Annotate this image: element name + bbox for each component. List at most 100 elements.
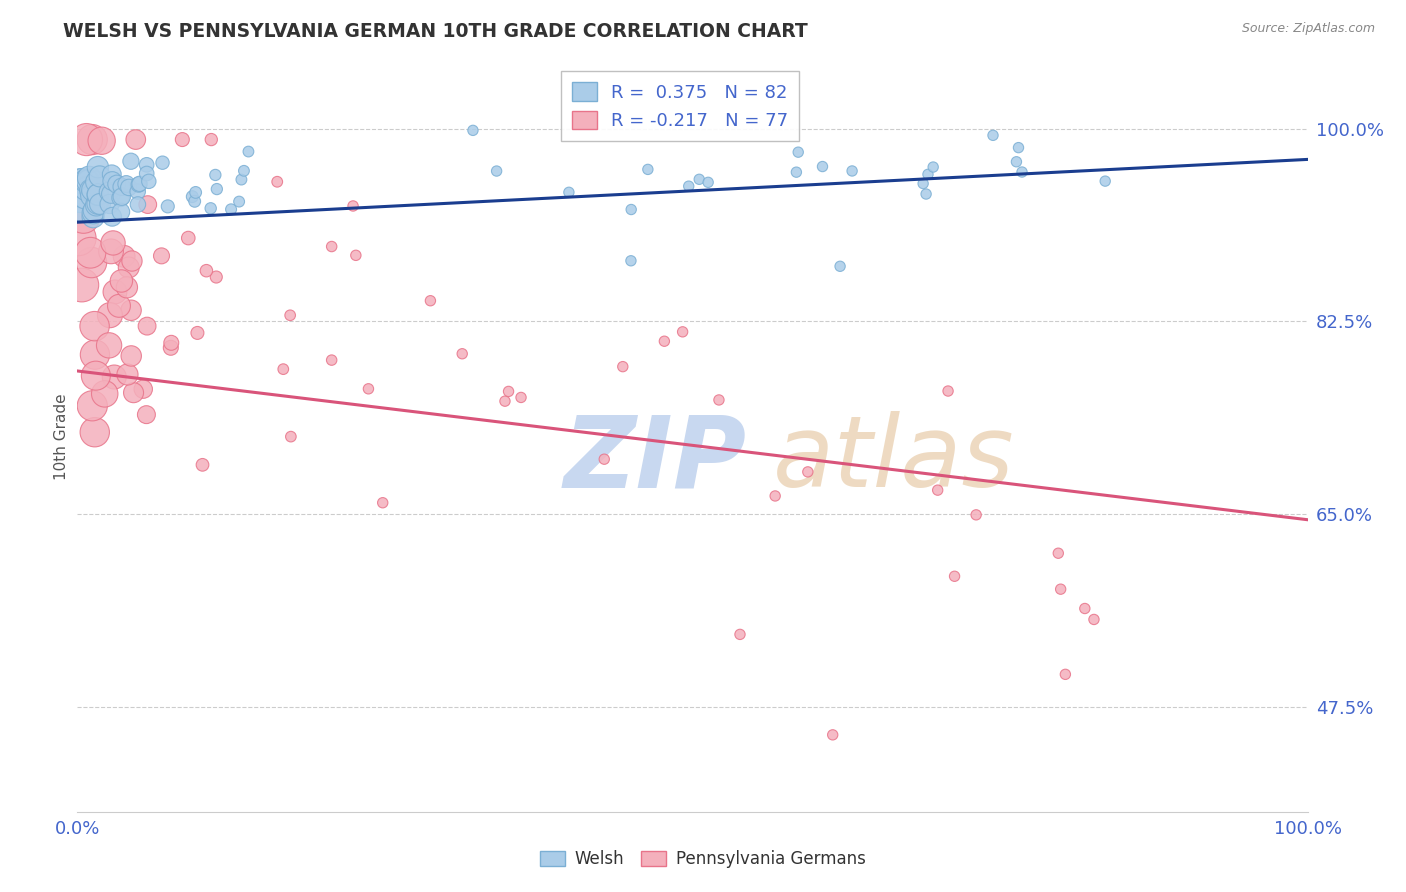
Point: [86, 175, 108, 189]
Point: [104, 285, 127, 299]
Point: [84, 368, 107, 383]
Point: [77, 170, 100, 185]
Point: [785, 165, 807, 179]
Point: [110, 274, 132, 288]
Point: [136, 197, 159, 211]
Point: [943, 569, 966, 583]
Point: [841, 164, 863, 178]
Point: [1083, 612, 1105, 626]
Point: [110, 205, 132, 219]
Point: [231, 172, 253, 186]
Point: [101, 167, 124, 181]
Point: [1007, 140, 1029, 154]
Point: [135, 166, 157, 180]
Point: [219, 202, 242, 217]
Point: [191, 458, 214, 472]
Point: [70, 202, 93, 216]
Point: [1054, 667, 1077, 681]
Point: [100, 186, 122, 201]
Point: [120, 303, 142, 318]
Point: [183, 194, 205, 209]
Point: [1094, 174, 1116, 188]
Point: [98, 308, 121, 322]
Point: [98, 338, 121, 352]
Point: [76, 132, 98, 146]
Point: [136, 319, 159, 334]
Point: [150, 249, 173, 263]
Point: [115, 280, 138, 294]
Point: [93, 387, 115, 401]
Point: [152, 155, 174, 169]
Point: [90, 134, 112, 148]
Point: [80, 255, 103, 269]
Point: [200, 132, 222, 146]
Point: [936, 384, 959, 398]
Point: [112, 249, 135, 263]
Point: [266, 175, 288, 189]
Point: [67, 231, 90, 245]
Point: [105, 177, 128, 191]
Point: [128, 177, 150, 191]
Point: [1074, 601, 1097, 615]
Legend: Welsh, Pennsylvania Germans: Welsh, Pennsylvania Germans: [533, 844, 873, 875]
Legend: R =  0.375   N = 82, R = -0.217   N = 77: R = 0.375 N = 82, R = -0.217 N = 77: [561, 71, 800, 141]
Point: [917, 167, 939, 181]
Point: [98, 197, 121, 211]
Point: [70, 188, 93, 202]
Point: [70, 188, 93, 202]
Point: [82, 205, 104, 219]
Point: [69, 175, 91, 189]
Point: [357, 382, 380, 396]
Point: [612, 359, 634, 374]
Point: [707, 392, 730, 407]
Point: [321, 239, 343, 253]
Point: [981, 128, 1004, 143]
Point: [82, 183, 104, 197]
Point: [763, 489, 786, 503]
Point: [70, 174, 93, 188]
Point: [75, 182, 97, 196]
Point: [122, 385, 145, 400]
Point: [97, 185, 120, 199]
Point: [82, 132, 104, 146]
Point: [271, 362, 294, 376]
Point: [118, 180, 141, 194]
Point: [485, 164, 508, 178]
Point: [83, 203, 105, 218]
Point: [101, 210, 124, 224]
Point: [228, 194, 250, 209]
Point: [181, 189, 204, 203]
Point: [195, 263, 218, 277]
Point: [321, 353, 343, 368]
Point: [108, 299, 131, 313]
Point: [811, 160, 834, 174]
Point: [654, 334, 676, 349]
Point: [120, 349, 142, 363]
Point: [637, 162, 659, 177]
Point: [344, 248, 367, 262]
Point: [87, 187, 110, 202]
Point: [278, 308, 301, 322]
Point: [697, 175, 720, 189]
Point: [127, 185, 149, 199]
Point: [419, 293, 441, 308]
Point: [101, 235, 124, 250]
Point: [118, 260, 141, 275]
Point: [200, 202, 222, 216]
Point: [821, 728, 844, 742]
Point: [82, 210, 104, 224]
Point: [80, 183, 103, 197]
Point: [77, 174, 100, 188]
Point: [233, 164, 256, 178]
Point: [280, 429, 302, 443]
Point: [510, 391, 533, 405]
Point: [927, 483, 949, 497]
Point: [135, 408, 157, 422]
Point: [915, 187, 938, 202]
Point: [172, 132, 194, 146]
Text: ZIP: ZIP: [564, 411, 747, 508]
Point: [342, 199, 364, 213]
Point: [830, 260, 852, 274]
Point: [82, 399, 104, 413]
Point: [80, 188, 103, 202]
